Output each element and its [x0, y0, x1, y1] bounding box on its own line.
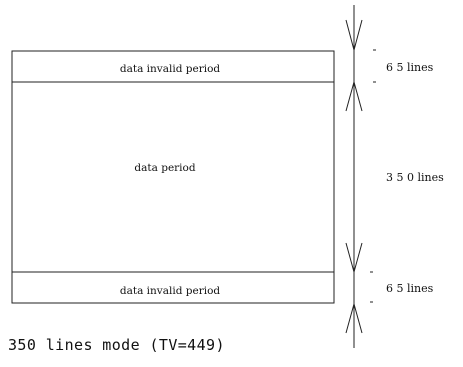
bottom-invalid-label: data invalid period [120, 285, 221, 297]
data-period-label: data period [134, 162, 195, 174]
top-lines-label: 6 5 lines [386, 61, 434, 74]
arrow-mid-down [345, 242, 363, 274]
arrow-top-down [345, 19, 363, 52]
mode-caption: 350 lines mode (TV=449) [8, 336, 225, 354]
arrow-mid-up [345, 80, 363, 112]
frame-outline [11, 50, 335, 304]
middle-lines-label: 3 5 0 lines [386, 171, 444, 184]
top-invalid-label: data invalid period [120, 63, 221, 75]
bottom-lines-label: 6 5 lines [386, 282, 434, 295]
arrow-bottom-up [345, 302, 363, 334]
